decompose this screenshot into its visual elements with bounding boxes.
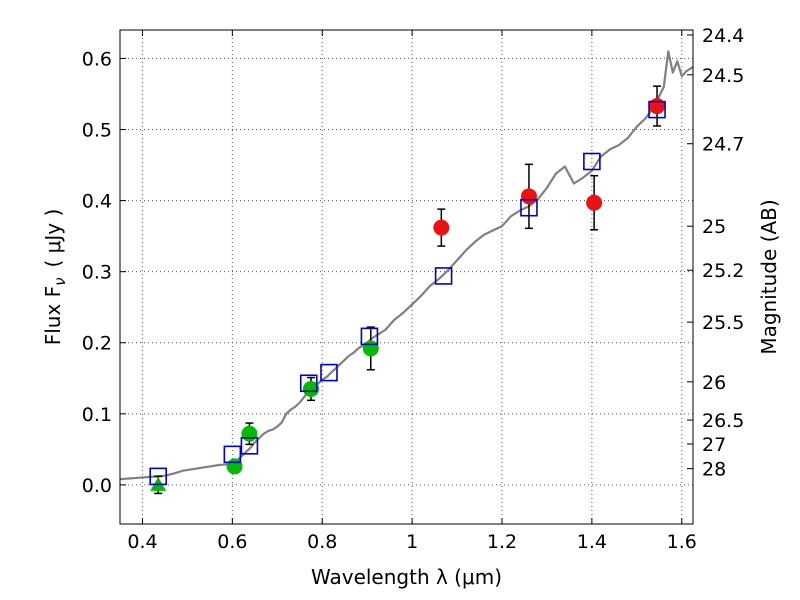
green-circle-marker (362, 340, 379, 357)
right-tick-label: 25.2 (702, 260, 744, 282)
y-tick-label: 0.4 (82, 191, 112, 213)
blue-square-marker (648, 100, 666, 119)
x-tick-label: 0.6 (217, 531, 247, 553)
x-axis-label: Wavelength λ (μm) (311, 565, 502, 589)
right-tick-label: 25.5 (702, 312, 744, 334)
tick-labels: 0.4 0.6 0.8 1 1.2 1.4 1.6 0.0 0.1 0.2 0.3 0.4 0.5 0.6… (82, 25, 745, 553)
data-markers (149, 98, 666, 491)
blue-square-marker (583, 152, 601, 171)
y-axis-label: Flux Fν ( μJy ) (41, 209, 69, 346)
x-tick-label: 0.4 (127, 531, 157, 553)
x-tick-label: 1 (406, 531, 418, 553)
right-tick-label: 27 (702, 434, 726, 456)
blue-square-marker (360, 327, 379, 346)
y-axis-label-main: Flux F (41, 286, 65, 345)
grid-lines (120, 30, 693, 524)
blue-square-marker (434, 267, 453, 285)
y-tick-label: 0.2 (82, 333, 112, 355)
blue-square-marker (299, 374, 318, 393)
right-tick-label: 26.5 (702, 410, 744, 432)
right-tick-label: 24.4 (702, 25, 744, 47)
green-circle-marker (303, 380, 319, 397)
y-tick-label: 0.0 (82, 475, 112, 497)
y-tick-label: 0.6 (82, 48, 112, 70)
right-tick-label: 24.5 (702, 65, 744, 87)
model-spectrum (119, 50, 694, 481)
red-circle-marker (586, 194, 603, 211)
x-tick-label: 1.6 (667, 531, 697, 553)
model-spectrum-line (119, 50, 694, 481)
right-axis-label: Magnitude (AB) (757, 199, 781, 354)
green-circle-marker (241, 425, 258, 442)
right-tick-label: 28 (702, 459, 726, 481)
y-tick-label: 0.3 (82, 262, 112, 284)
right-tick-label: 24.7 (702, 134, 744, 156)
y-tick-label: 0.5 (82, 120, 112, 142)
blue-square-marker (223, 445, 242, 464)
red-circle-marker (520, 188, 537, 205)
right-tick-label: 25 (702, 216, 726, 238)
blue-square-marker (520, 198, 538, 217)
axis-ticks (120, 30, 693, 524)
y-axis-label-subscript: ν (51, 277, 69, 285)
blue-square-marker (320, 363, 338, 382)
blue-square-marker (240, 437, 259, 455)
red-circle-marker (649, 98, 666, 115)
right-tick-label: 26 (702, 372, 726, 394)
x-tick-label: 1.4 (577, 531, 607, 553)
y-tick-label: 0.1 (82, 404, 112, 426)
plot-frame (119, 29, 694, 525)
error-bars (154, 85, 662, 495)
x-tick-label: 1.2 (487, 531, 517, 553)
red-circle-marker (433, 219, 450, 236)
x-tick-label: 0.8 (307, 531, 337, 553)
y-axis-label-unit: ( μJy ) (41, 209, 65, 268)
blue-square-marker (149, 467, 167, 486)
